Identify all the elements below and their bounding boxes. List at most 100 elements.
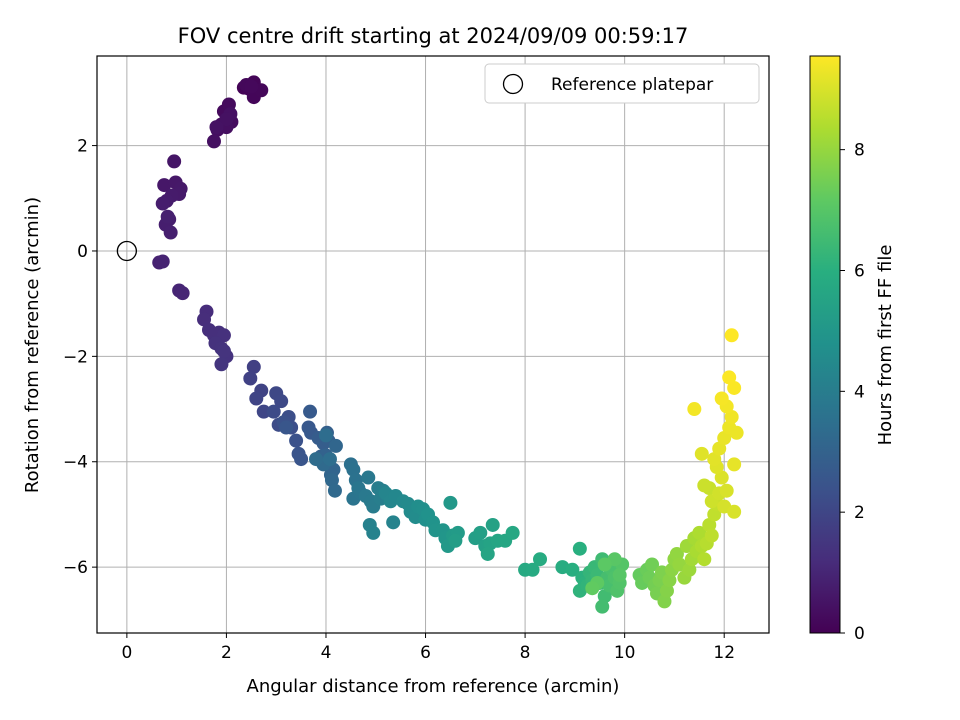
data-point bbox=[322, 452, 337, 467]
x-tick-label: 4 bbox=[321, 643, 332, 663]
data-point bbox=[175, 286, 190, 301]
data-point bbox=[704, 528, 719, 543]
x-tick-label: 12 bbox=[713, 643, 735, 663]
data-point bbox=[597, 557, 612, 572]
data-point bbox=[219, 112, 234, 127]
y-tick-label: 2 bbox=[77, 137, 88, 157]
x-tick-label: 0 bbox=[121, 643, 132, 663]
data-point bbox=[595, 599, 610, 614]
data-point bbox=[657, 594, 672, 609]
data-point bbox=[318, 428, 333, 443]
data-point bbox=[167, 154, 182, 169]
chart-title: FOV centre drift starting at 2024/09/09 … bbox=[178, 24, 689, 48]
x-tick-label: 10 bbox=[614, 643, 636, 663]
colorbar-tick-label: 4 bbox=[854, 382, 865, 402]
data-point bbox=[724, 409, 739, 424]
data-point bbox=[702, 517, 717, 532]
data-point bbox=[612, 568, 627, 583]
grid-lines bbox=[97, 56, 769, 633]
data-point bbox=[662, 573, 677, 588]
data-point bbox=[669, 546, 684, 561]
data-point bbox=[327, 483, 342, 498]
data-point bbox=[597, 589, 612, 604]
data-point bbox=[294, 452, 309, 467]
colorbar-tick-label: 6 bbox=[854, 261, 865, 281]
data-point bbox=[727, 380, 742, 395]
legend-entry-reference: Reference platepar bbox=[551, 75, 713, 95]
data-point bbox=[214, 357, 229, 372]
legend: Reference platepar bbox=[484, 63, 760, 104]
data-point bbox=[694, 446, 709, 461]
axis-ticks: 0 2 4 6 8 10 12 −6 −4 −2 0 2 bbox=[63, 137, 735, 663]
data-point bbox=[480, 546, 495, 561]
data-point bbox=[659, 583, 674, 598]
data-point bbox=[525, 562, 540, 577]
data-point bbox=[249, 391, 264, 406]
x-axis-label: Angular distance from reference (arcmin) bbox=[247, 676, 620, 697]
data-point bbox=[243, 371, 258, 386]
data-point bbox=[244, 79, 259, 94]
data-point bbox=[246, 359, 261, 374]
y-tick-label: −4 bbox=[63, 453, 88, 473]
data-point bbox=[707, 452, 722, 467]
legend-marker-icon bbox=[502, 73, 524, 95]
data-point bbox=[682, 562, 697, 577]
data-point bbox=[303, 404, 318, 419]
data-point bbox=[160, 209, 175, 224]
colorbar-gradient bbox=[809, 55, 841, 634]
data-point bbox=[206, 134, 221, 149]
data-point bbox=[443, 495, 458, 510]
data-point bbox=[216, 344, 231, 359]
data-point bbox=[289, 433, 304, 448]
legend-box bbox=[484, 63, 760, 104]
data-point bbox=[155, 254, 170, 269]
x-tick-label: 6 bbox=[420, 643, 431, 663]
data-point bbox=[722, 370, 737, 385]
data-point bbox=[717, 431, 732, 446]
y-tick-label: 0 bbox=[77, 242, 88, 262]
y-axis-label: Rotation from reference (arcmin) bbox=[22, 197, 43, 493]
data-point bbox=[155, 196, 170, 211]
data-point bbox=[361, 470, 376, 485]
data-points bbox=[152, 75, 744, 614]
colorbar-tick-label: 8 bbox=[854, 141, 865, 161]
data-point bbox=[386, 515, 401, 530]
colorbar: 0 2 4 6 8 Hours from first FF file bbox=[809, 55, 896, 644]
data-point bbox=[163, 225, 178, 240]
data-point bbox=[274, 394, 289, 409]
data-point bbox=[727, 457, 742, 472]
data-point bbox=[505, 525, 520, 540]
data-point bbox=[197, 312, 212, 327]
reference-marker bbox=[116, 240, 138, 262]
data-point bbox=[697, 552, 712, 567]
colorbar-tick-label: 0 bbox=[854, 624, 865, 644]
data-point bbox=[346, 462, 361, 477]
data-point bbox=[256, 404, 271, 419]
data-point bbox=[309, 452, 324, 467]
data-point bbox=[157, 178, 172, 193]
data-point bbox=[712, 441, 727, 456]
data-point bbox=[485, 517, 500, 532]
data-point bbox=[714, 391, 729, 406]
data-point bbox=[533, 552, 548, 567]
colorbar-ticks: 0 2 4 6 8 bbox=[840, 141, 865, 644]
data-point bbox=[266, 404, 281, 419]
data-point bbox=[727, 504, 742, 519]
data-point bbox=[565, 562, 580, 577]
data-point bbox=[697, 478, 712, 493]
data-point bbox=[209, 120, 224, 135]
reference-point bbox=[116, 240, 138, 262]
data-point bbox=[279, 420, 294, 435]
data-point bbox=[687, 402, 702, 417]
data-point bbox=[719, 483, 734, 498]
data-point bbox=[714, 470, 729, 485]
data-point bbox=[572, 541, 587, 556]
data-point bbox=[324, 473, 339, 488]
data-point bbox=[692, 525, 707, 540]
data-point bbox=[707, 507, 722, 522]
data-point bbox=[724, 328, 739, 343]
x-tick-label: 2 bbox=[221, 643, 232, 663]
data-point bbox=[473, 525, 488, 540]
x-tick-label: 8 bbox=[520, 643, 531, 663]
